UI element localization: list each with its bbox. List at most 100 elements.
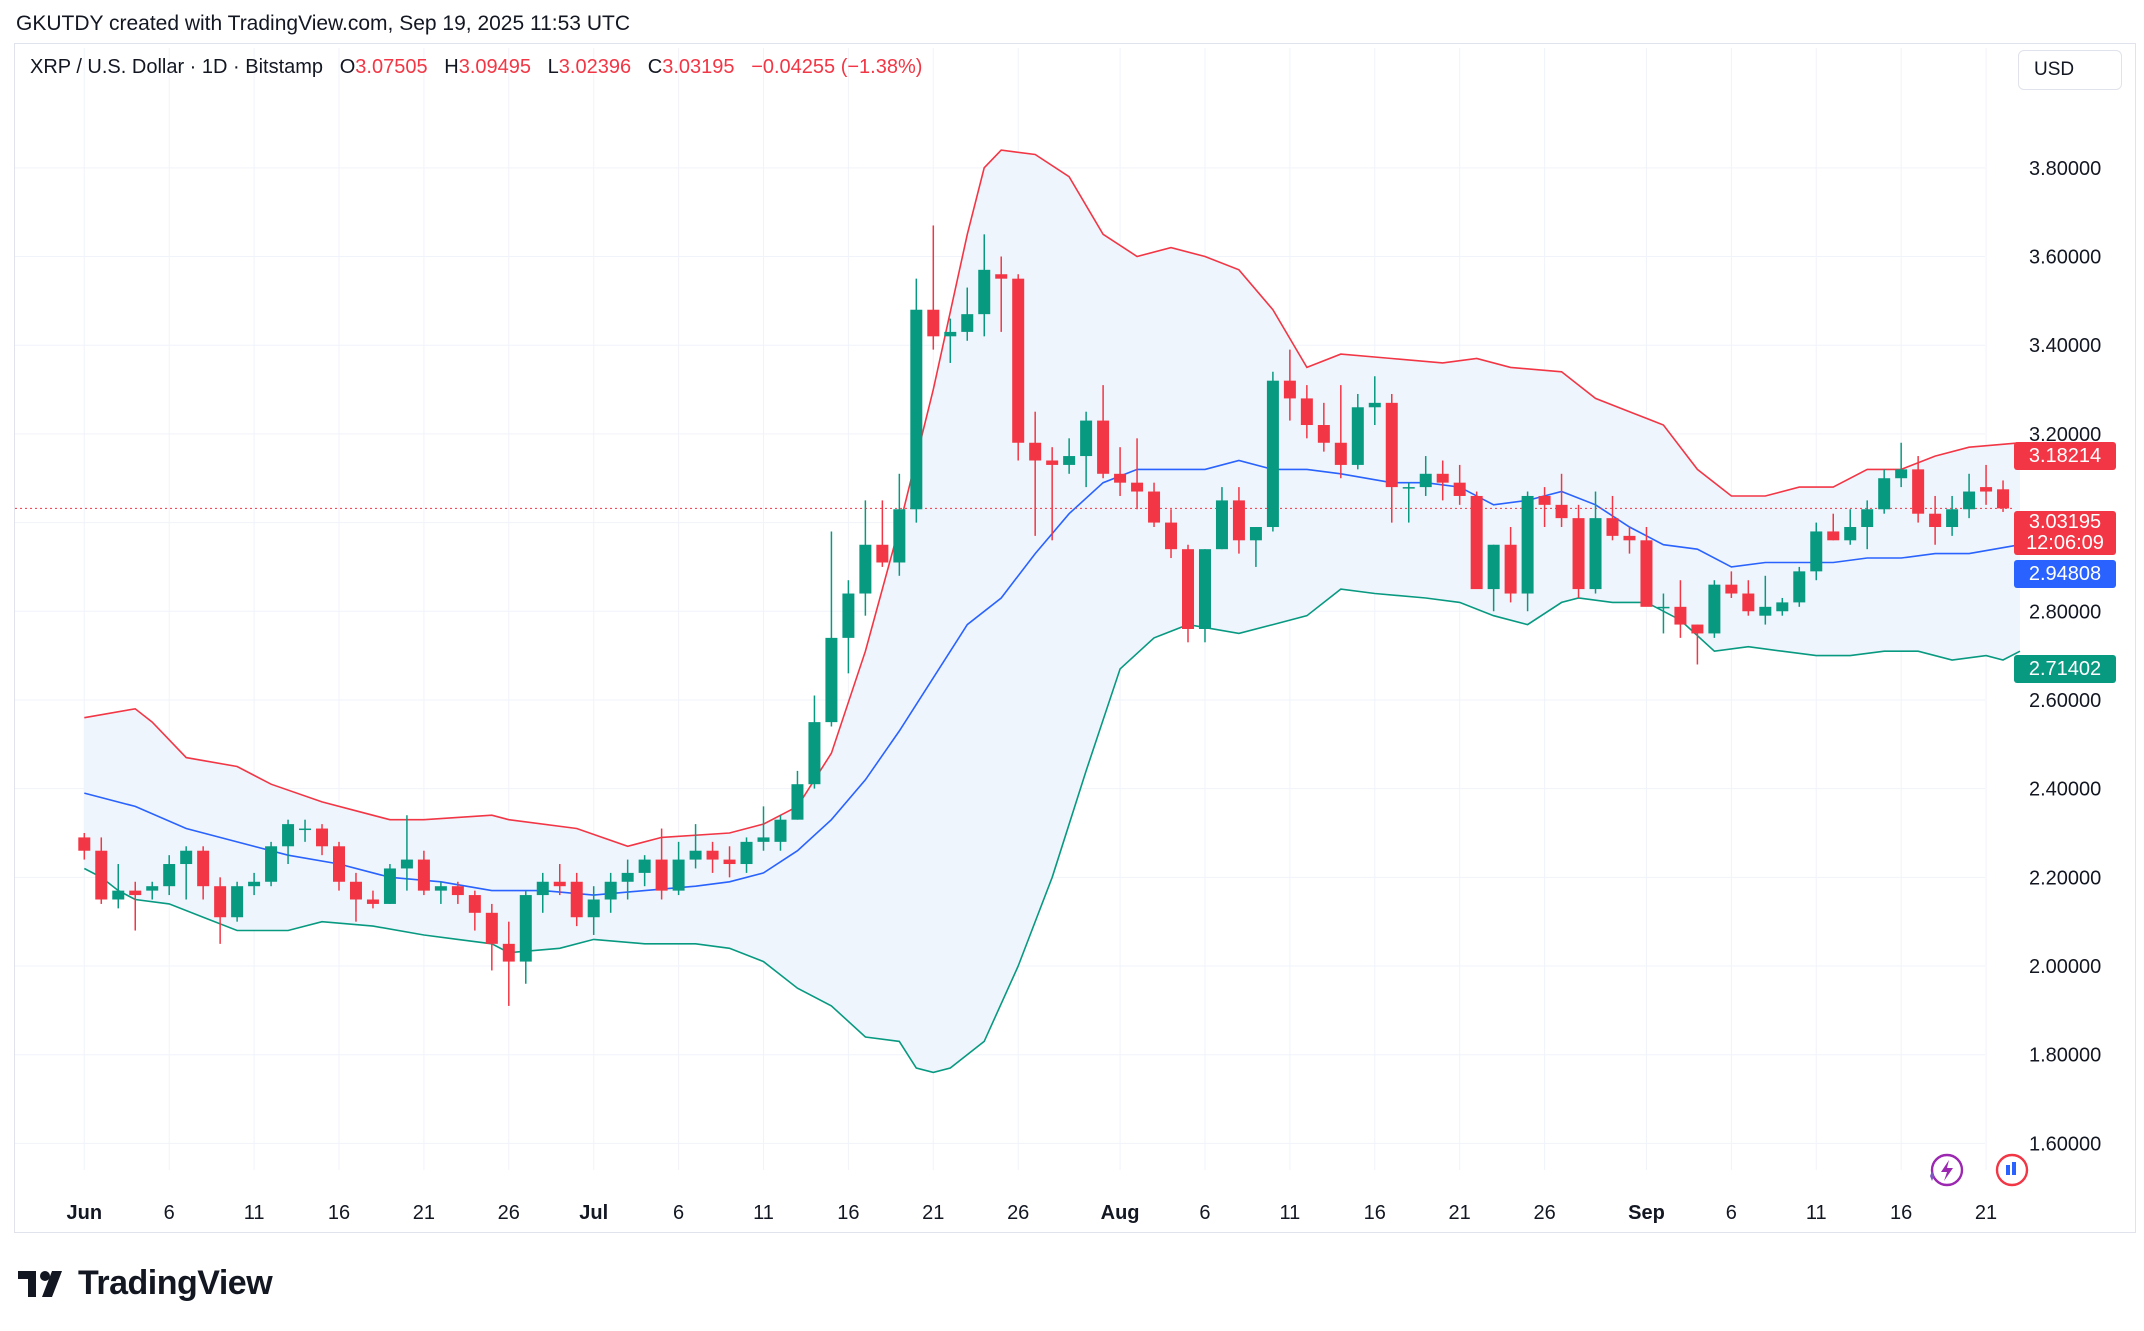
candle-up	[808, 695, 821, 789]
candle-down	[1997, 480, 2010, 512]
candlestick-chart[interactable]: 1.60000 1.80000 2.00000 2.20000 2.40000 2.600…	[0, 0, 2144, 1260]
candle-body	[1861, 509, 1874, 528]
candle-up	[1759, 575, 1772, 625]
time-axis-label: 26	[1007, 1202, 1029, 1224]
lightning-icon[interactable]	[1926, 1151, 1964, 1189]
candle-up	[1946, 495, 1959, 536]
candle-body	[1232, 500, 1245, 541]
time-axis-label: 16	[1890, 1202, 1912, 1224]
candle-down	[553, 864, 566, 896]
candle-body	[1215, 500, 1228, 550]
candle-up	[400, 815, 413, 891]
candle-up	[1080, 411, 1093, 488]
candle-up	[265, 841, 278, 887]
candle-body	[893, 509, 906, 563]
candle-down	[451, 881, 464, 904]
candle-up	[1063, 438, 1076, 474]
candle-up	[1657, 593, 1670, 634]
candle-body	[1148, 491, 1161, 523]
candle-body	[927, 309, 940, 337]
chart-credit: GKUTDY created with TradingView.com, Sep…	[16, 12, 630, 35]
candle-up	[978, 234, 991, 337]
bollinger-bands	[83, 149, 2021, 1074]
candle-up	[1521, 491, 1534, 612]
candle-up	[1368, 376, 1381, 426]
price-axis-label: 2.40000	[2029, 779, 2101, 801]
price-axis-label: 1.60000	[2029, 1133, 2101, 1155]
price-axis-label: 3.60000	[2029, 247, 2101, 269]
candle-body	[1063, 456, 1076, 465]
candle-up	[282, 819, 295, 865]
candle-body	[1266, 380, 1279, 528]
candle-body	[1640, 540, 1653, 607]
time-axis-label: 21	[1449, 1202, 1471, 1224]
candle-down	[1453, 464, 1466, 505]
candle-body	[536, 881, 549, 896]
candle-down	[1232, 487, 1245, 554]
candle-up	[621, 859, 634, 900]
candle-up	[689, 824, 702, 869]
candle-down	[197, 846, 210, 900]
candle-body	[553, 881, 566, 887]
candle-down	[1674, 580, 1687, 638]
price-axis-label: 3.80000	[2029, 158, 2101, 180]
candle-body	[485, 912, 498, 944]
low-value: 3.02396	[558, 56, 632, 78]
candle-body	[383, 868, 396, 904]
candle-body	[655, 859, 668, 891]
candle-body	[1419, 473, 1432, 488]
time-axis-label: Sep	[1628, 1202, 1665, 1224]
time-axis-label: 21	[413, 1202, 435, 1224]
currency-button[interactable]: USD	[2018, 50, 2122, 90]
candle-body	[1912, 469, 1925, 514]
candle-body	[910, 309, 923, 510]
candle-body	[1810, 531, 1823, 572]
candle-body	[1878, 478, 1891, 510]
candle-down	[333, 841, 345, 891]
candle-up	[1402, 482, 1415, 523]
candle-body	[1436, 473, 1449, 483]
close-value: 3.03195	[662, 56, 735, 78]
middle-band-price-tag: 2.94808	[2014, 560, 2116, 588]
candle-body	[1198, 549, 1211, 629]
candle-down	[1640, 527, 1653, 607]
candle-body	[349, 881, 362, 900]
candle-body	[1793, 571, 1806, 603]
candle-down	[1538, 487, 1551, 528]
candle-body	[587, 899, 600, 918]
time-axis-label: 21	[1975, 1202, 1997, 1224]
candle-body	[706, 850, 719, 860]
chart-snapshot-icon[interactable]	[1993, 1151, 2031, 1189]
candle-body	[112, 890, 125, 900]
time-axis-label: 6	[1726, 1202, 1737, 1224]
symbol-name[interactable]: XRP / U.S. Dollar · 1D · Bitstamp	[30, 56, 324, 78]
symbol-legend[interactable]: XRP / U.S. Dollar · 1D · Bitstamp O3.075…	[30, 56, 922, 79]
candle-body	[1504, 544, 1517, 594]
candle-body	[1097, 420, 1110, 474]
candle-down	[927, 225, 940, 350]
price-axis-label: 2.60000	[2029, 690, 2101, 712]
candle-body	[1555, 504, 1568, 519]
candle-body	[1946, 509, 1959, 528]
candle-down	[1131, 438, 1144, 510]
candle-body	[1470, 495, 1483, 590]
candle-body	[774, 819, 787, 842]
price-axis-label: 2.20000	[2029, 867, 2101, 889]
chart-pane[interactable]	[14, 43, 2136, 1233]
candle-body	[333, 846, 345, 882]
candle-up	[1776, 597, 1789, 616]
candle-up	[231, 881, 244, 922]
candle-up	[1810, 522, 1823, 581]
tradingview-logo[interactable]: TradingView	[18, 1264, 273, 1303]
time-axis-label: 11	[244, 1202, 265, 1224]
candle-up	[1963, 473, 1976, 519]
candle-body	[1249, 527, 1262, 541]
candle-up	[842, 580, 855, 674]
time-axis[interactable]: Jun 6 11 16 21 26 Jul 6 11 16 21 26 Aug 6 11 16 21 26 Sep 6…	[67, 1202, 1998, 1224]
candle-down	[1097, 385, 1110, 479]
candle-up	[180, 846, 193, 900]
candle-up	[740, 837, 753, 873]
candle-body	[723, 859, 736, 865]
price-axis-label: 2.00000	[2029, 956, 2101, 978]
candle-body	[214, 886, 227, 918]
